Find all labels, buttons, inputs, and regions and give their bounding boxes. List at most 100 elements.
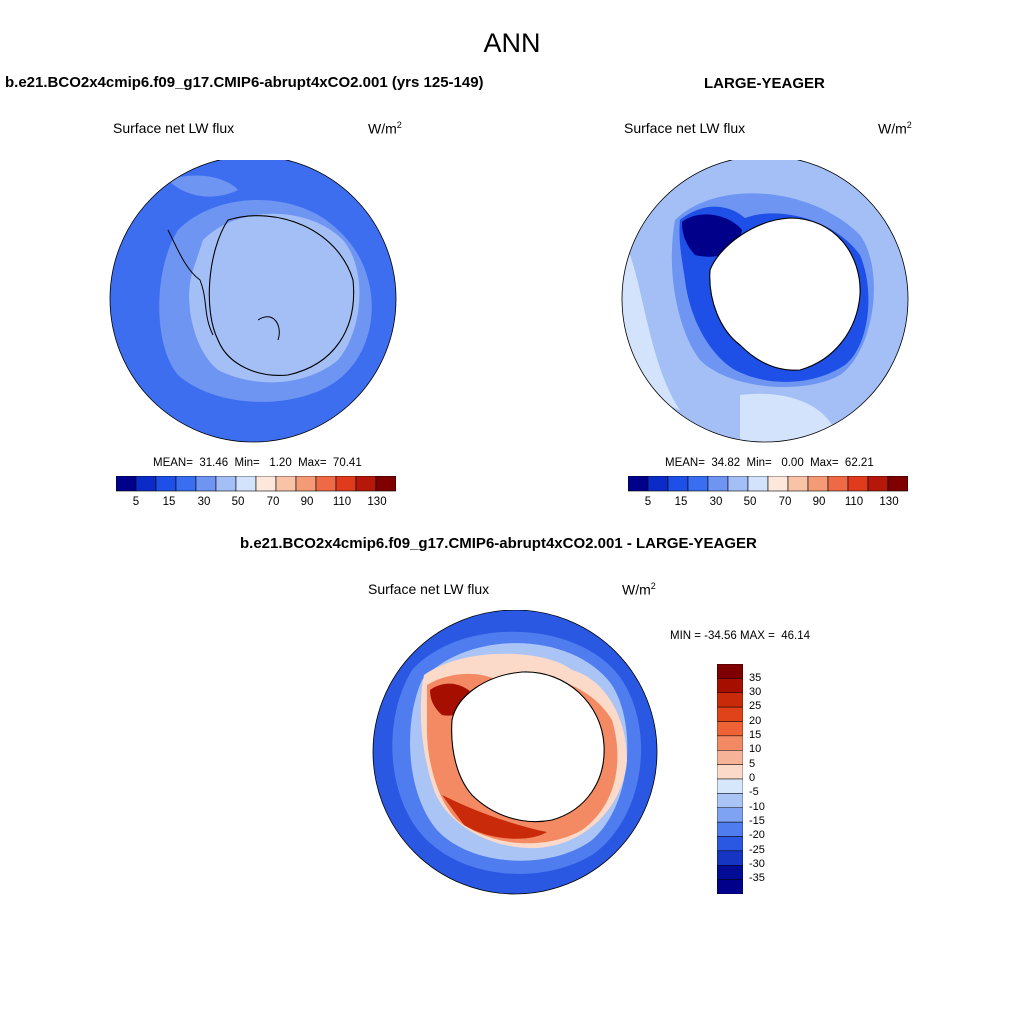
panel3-field-patch	[442, 795, 547, 839]
panel3-colorbar-tick: 15	[749, 729, 762, 741]
colorbar-swatch	[717, 664, 743, 679]
panel3-colorbar-tick: -10	[749, 801, 765, 813]
panel1-colorbar-tick: 50	[231, 496, 245, 508]
colorbar-swatch	[375, 476, 396, 492]
colorbar-swatch	[628, 476, 649, 492]
colorbar-swatch	[747, 476, 769, 492]
panel1-colorbar-tick: 90	[300, 496, 314, 508]
panel1-shelf-coastline	[257, 316, 280, 341]
panel2-colorbar-tick: 70	[778, 496, 792, 508]
colorbar-swatch	[717, 793, 743, 809]
panel3-colorbar-tick: -35	[749, 872, 765, 884]
panel2-colorbar-tick: 110	[844, 496, 864, 508]
panel1-colorbar-tick: 15	[162, 496, 176, 508]
panel1-colorbar-tick: 130	[367, 496, 387, 508]
colorbar-swatch	[647, 476, 669, 492]
colorbar-swatch	[155, 476, 177, 492]
colorbar-swatch	[717, 821, 743, 837]
panel2-colorbar-tick: 30	[709, 496, 723, 508]
colorbar-swatch	[717, 836, 743, 852]
colorbar-swatch	[116, 476, 137, 492]
panel1-colorbar-swatches	[116, 476, 396, 492]
panel1-polar-map	[109, 160, 397, 443]
panel3-variable-label: Surface net LW flux	[368, 581, 490, 597]
panel3-colorbar-tick: -30	[749, 858, 765, 870]
panel1-colorbar-tick: 5	[132, 496, 140, 508]
panel2-field-patch	[622, 240, 680, 410]
colorbar-swatch	[717, 721, 743, 737]
colorbar-swatch	[195, 476, 217, 492]
colorbar-swatch	[275, 476, 297, 492]
panel3-colorbar	[717, 664, 743, 894]
panel3-map-border	[372, 610, 658, 895]
panel3-colorbar-tick: 5	[749, 758, 756, 770]
panel3-case-title: b.e21.BCO2x4cmip6.f09_g17.CMIP6-abrupt4x…	[240, 535, 757, 552]
colorbar-swatch	[717, 750, 743, 765]
panel2-case-title: LARGE-YEAGER	[704, 75, 825, 92]
panel3-colorbar-tick: 0	[749, 772, 756, 784]
colorbar-swatch	[335, 476, 357, 492]
panel3-colorbar-tick: -15	[749, 815, 765, 827]
colorbar-swatch	[717, 879, 743, 894]
panel2-colorbar-labels: 5 15 30 50 70 90 110 130	[628, 496, 908, 512]
panel3-polar-map	[372, 610, 658, 895]
colorbar-swatch	[867, 476, 889, 492]
panel3-units: W/m2	[622, 581, 656, 598]
panel1-colorbar-tick: 70	[266, 496, 280, 508]
colorbar-swatch	[135, 476, 157, 492]
colorbar-swatch	[667, 476, 689, 492]
panel3-colorbar-tick: -25	[749, 844, 765, 856]
panel2-stats: MEAN= 34.82 Min= 0.00 Max= 62.21	[665, 457, 874, 469]
panel3-colorbar-tick: 30	[749, 686, 762, 698]
panel3-antarctica-masked	[451, 671, 605, 823]
colorbar-swatch	[717, 764, 743, 780]
panel2-colorbar	[628, 476, 908, 492]
panel2-colorbar-tick: 15	[674, 496, 688, 508]
colorbar-swatch	[717, 865, 743, 880]
panel1-colorbar-tick: 30	[197, 496, 211, 508]
colorbar-swatch	[255, 476, 277, 492]
panel3-colorbar-labels: 35 30 25 20 15 10 5 0 -5 -10 -15 -20 -25…	[749, 664, 789, 894]
panel3-colorbar-tick: 10	[749, 743, 762, 755]
panel2-units: W/m2	[878, 120, 912, 137]
panel3-colorbar-tick: 35	[749, 672, 762, 684]
colorbar-swatch	[787, 476, 809, 492]
colorbar-swatch	[887, 476, 908, 492]
colorbar-swatch	[717, 778, 743, 794]
colorbar-swatch	[827, 476, 849, 492]
panel1-stats: MEAN= 31.46 Min= 1.20 Max= 70.41	[153, 457, 362, 469]
panel2-colorbar-swatches	[628, 476, 908, 492]
panel1-antarctica-coastline	[208, 215, 355, 376]
panel1-case-title: b.e21.BCO2x4cmip6.f09_g17.CMIP6-abrupt4x…	[5, 74, 484, 91]
panel1-map-border	[109, 160, 397, 443]
panel2-antarctica-masked	[709, 217, 861, 371]
panel1-colorbar-labels: 5 15 30 50 70 90 110 130	[116, 496, 396, 512]
panel1-inner-field	[189, 213, 360, 383]
panel3-colorbar-tick: -5	[749, 786, 759, 798]
colorbar-swatch	[847, 476, 869, 492]
panel1-peninsula-coastline	[167, 229, 214, 336]
panel3-colorbar-tick: -20	[749, 829, 765, 841]
panel2-variable-label: Surface net LW flux	[624, 120, 746, 136]
panel3-colorbar-tick: 25	[749, 700, 762, 712]
panel1-colorbar	[116, 476, 396, 492]
colorbar-swatch	[717, 850, 743, 866]
panel2-colorbar-tick: 90	[812, 496, 826, 508]
panel2-field-patch	[740, 393, 835, 442]
panel3-stats: MIN = -34.56 MAX = 46.14	[670, 630, 810, 642]
panel2-colorbar-tick: 5	[644, 496, 652, 508]
colorbar-swatch	[315, 476, 337, 492]
colorbar-swatch	[175, 476, 197, 492]
colorbar-swatch	[355, 476, 377, 492]
colorbar-swatch	[717, 692, 743, 708]
colorbar-swatch	[717, 735, 743, 751]
panel3-colorbar-tick: 20	[749, 715, 762, 727]
figure-title: ANN	[483, 28, 541, 58]
colorbar-swatch	[215, 476, 237, 492]
colorbar-swatch	[767, 476, 789, 492]
panel1-variable-label: Surface net LW flux	[113, 120, 235, 136]
colorbar-swatch	[717, 678, 743, 694]
panel1-field-patch	[168, 175, 238, 197]
colorbar-swatch	[717, 807, 743, 823]
colorbar-swatch	[727, 476, 749, 492]
